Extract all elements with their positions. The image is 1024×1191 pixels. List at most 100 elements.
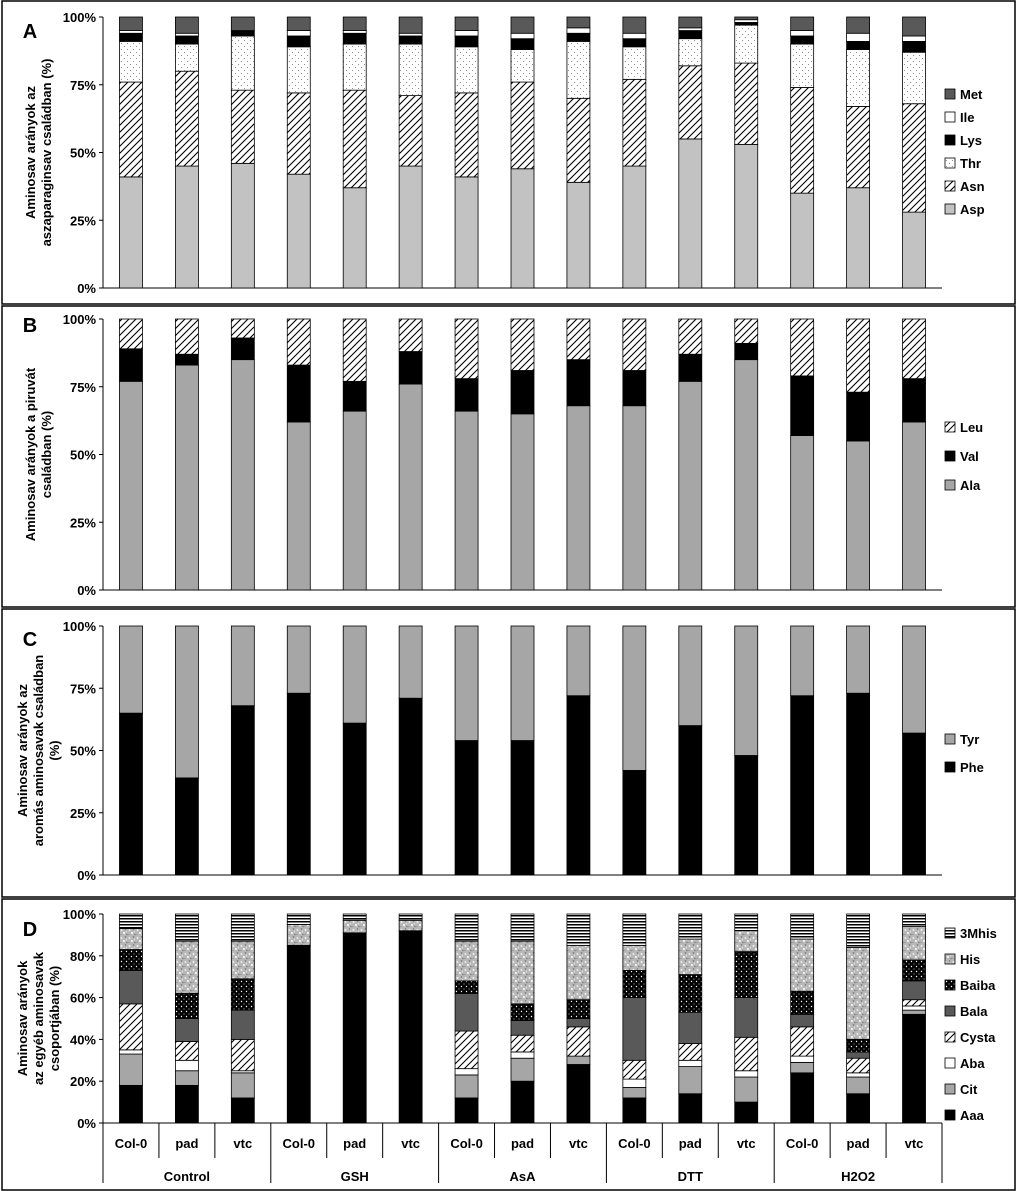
bar-segment-thr — [790, 43, 815, 88]
y-tick-label: 25% — [70, 515, 96, 530]
bar-group — [902, 625, 926, 876]
bar-segment-his — [846, 947, 870, 1040]
bar-group — [174, 625, 199, 876]
bar-segment-asn — [342, 89, 367, 189]
bar-segment-lys — [398, 35, 423, 45]
bar-group — [174, 318, 199, 591]
y-tick-label: 50% — [70, 146, 96, 161]
bar-segment-asp — [566, 181, 591, 289]
bar-segment-ala — [119, 380, 143, 591]
bar-segment-ala — [734, 359, 759, 591]
bar-segment-phe — [398, 697, 423, 876]
legend-swatch — [944, 1057, 956, 1069]
bar-segment-met — [622, 16, 647, 34]
legend-swatch — [944, 927, 956, 939]
bar-segment-thr — [174, 43, 199, 72]
bar-segment-tyr — [790, 625, 815, 697]
bar-segment-leu — [902, 318, 926, 380]
y-tick-label: 75% — [70, 681, 96, 696]
bar-group — [790, 913, 815, 1124]
bar-segment-cysta — [846, 1057, 870, 1074]
bar-segment-cysta — [566, 1026, 591, 1057]
bar-segment-leu — [734, 318, 759, 344]
bar-segment-bala — [454, 993, 479, 1032]
legend-item: Tyr — [944, 732, 979, 747]
bar-segment-3mhis — [734, 913, 759, 932]
bar-segment-phe — [119, 712, 143, 876]
bar-segment-tyr — [230, 625, 255, 707]
bar-segment-his — [622, 944, 647, 971]
bar-group — [454, 913, 479, 1124]
y-tick-label: 20% — [70, 1074, 96, 1089]
bar-segment-tyr — [902, 625, 926, 734]
legend-swatch — [944, 953, 956, 965]
y-axis-title-line: aromás aminosavak családban — [31, 655, 46, 847]
bar-segment-asn — [119, 81, 143, 178]
bar-segment-ile — [286, 30, 311, 37]
bar-segment-tyr — [119, 625, 143, 714]
bar-group — [846, 625, 870, 876]
bar-group — [454, 16, 479, 289]
bar-group — [734, 625, 759, 876]
bar-segment-val — [454, 378, 479, 412]
bar-segment-ala — [846, 440, 870, 591]
legend-swatch — [944, 1083, 956, 1095]
bar-segment-bala — [230, 1009, 255, 1040]
panel-frame — [1, 305, 1016, 608]
bar-segment-phe — [342, 722, 367, 876]
y-axis-title: Aminosav arányok az egyéb aminosavak csopo… — [15, 951, 62, 1085]
legend-swatch — [944, 1109, 956, 1121]
bar-segment-leu — [174, 318, 199, 355]
legend-label: Val — [960, 449, 979, 464]
bar-segment-lys — [119, 32, 143, 42]
bar-segment-ile — [566, 27, 591, 34]
bar-group — [678, 318, 703, 591]
panel-label: D — [23, 919, 37, 941]
bar-segment-val — [230, 337, 255, 361]
bar-segment-aba — [678, 1059, 703, 1067]
bar-segment-thr — [566, 40, 591, 99]
panel-d: D 0% 20% 40% 60% 80% 100% Aminosav arányok az eg… — [1, 898, 1016, 1191]
bar-segment-asp — [286, 173, 311, 289]
legend-swatch — [944, 761, 956, 773]
bar-segment-cit — [454, 1074, 479, 1099]
legend-swatch — [944, 733, 956, 745]
bar-segment-bala — [734, 997, 759, 1038]
bar-segment-val — [342, 380, 367, 412]
bar-segment-lys — [734, 22, 759, 26]
bar-segment-ile — [342, 30, 367, 34]
bar-segment-ala — [902, 421, 926, 591]
bar-segment-aaa — [846, 1093, 870, 1124]
bar-segment-his — [678, 938, 703, 976]
y-tick-label: 100% — [63, 10, 97, 25]
bar-segment-baiba — [678, 974, 703, 1013]
bar-segment-tyr — [510, 625, 535, 741]
legend-label: Aba — [960, 1056, 985, 1071]
legend-label: Cysta — [960, 1030, 996, 1045]
bar-segment-asp — [846, 187, 870, 289]
bar-segment-ala — [230, 359, 255, 591]
bar-segment-bala — [566, 1018, 591, 1028]
bar-segment-baiba — [510, 1003, 535, 1021]
bar-segment-leu — [342, 318, 367, 382]
bar-segment-thr — [734, 24, 759, 64]
group-label: DTT — [678, 1169, 703, 1184]
bar-segment-cit — [566, 1055, 591, 1065]
bar-segment-phe — [286, 692, 311, 876]
x-tick-label: Col-0 — [618, 1136, 651, 1151]
bar-segment-aaa — [678, 1093, 703, 1124]
panel-frame — [1, 898, 1016, 1191]
bar-segment-met — [174, 16, 199, 34]
bar-group — [902, 913, 926, 1124]
bar-group — [454, 318, 479, 591]
bar-segment-met — [119, 16, 143, 31]
bar-segment-lys — [342, 32, 367, 45]
bar-segment-his — [902, 926, 926, 961]
legend-swatch — [944, 1005, 956, 1017]
bar-segment-cit — [119, 1053, 143, 1086]
bar-segment-baiba — [734, 951, 759, 998]
y-tick-label: 25% — [70, 213, 96, 228]
bar-segment-ile — [734, 19, 759, 23]
bar-segment-baiba — [902, 959, 926, 982]
bar-segment-ile — [678, 27, 703, 31]
